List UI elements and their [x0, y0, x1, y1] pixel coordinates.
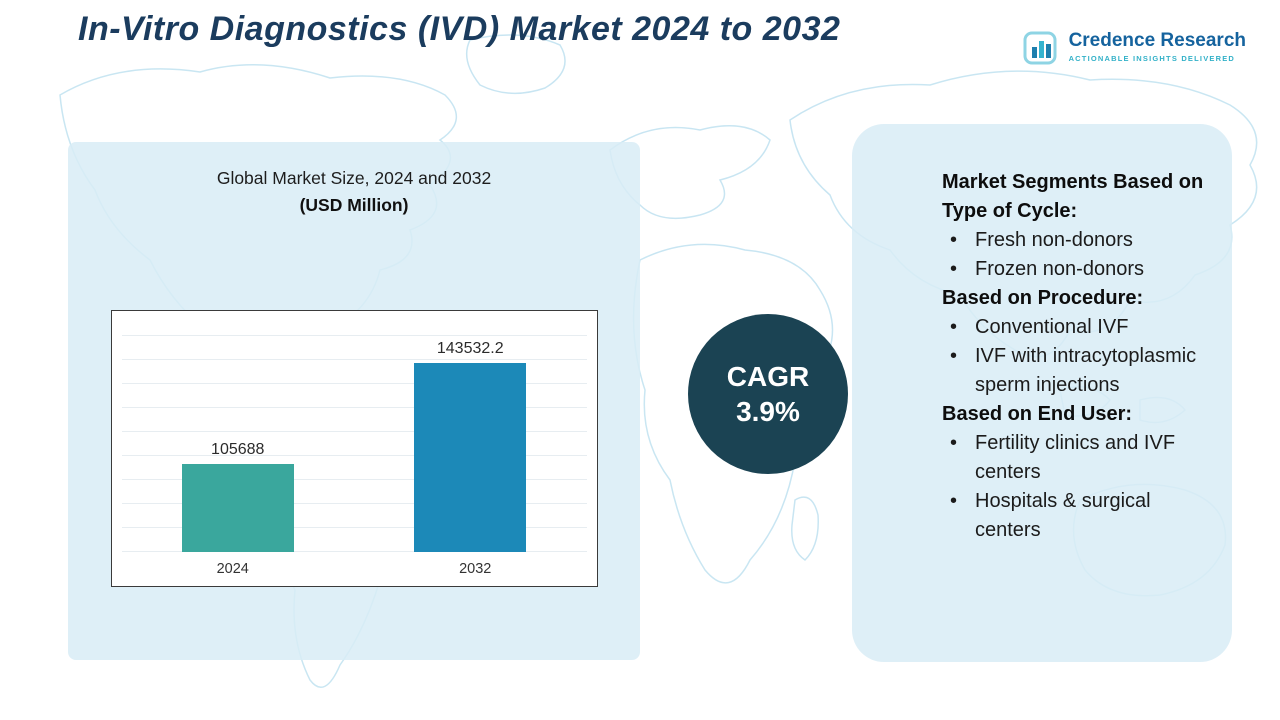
- bar-2024: [181, 464, 294, 552]
- bar-value-label: 143532.2: [436, 340, 504, 357]
- chart-title: Global Market Size, 2024 and 2032: [216, 168, 492, 188]
- cagr-badge: CAGR 3.9%: [656, 292, 872, 496]
- segment-item: Fresh non-donors: [942, 226, 1208, 255]
- logo-text: Credence Research Actionable Insights De…: [1069, 30, 1246, 63]
- chart-x-axis: 2024 2032: [112, 552, 597, 586]
- segment-item: Fertility clinics and IVF centers: [942, 429, 1208, 487]
- x-axis-label: 2032: [459, 561, 492, 577]
- bar-column: 143532.2: [414, 319, 527, 552]
- logo-chart-icon: [1023, 31, 1057, 65]
- bar-column: 105688: [181, 319, 294, 552]
- segment-heading: Based on End User:: [942, 403, 1133, 425]
- logo-name: Credence Research: [1068, 30, 1246, 51]
- segment-item: Hospitals & surgical centers: [942, 487, 1208, 545]
- chart-subtitle: (USD Million): [299, 195, 409, 215]
- segment-item: Conventional IVF: [942, 313, 1208, 342]
- segments-list: Market Segments Based on Type of Cycle:F…: [852, 124, 1232, 545]
- segment-items: Conventional IVFIVF with intracytoplasmi…: [942, 313, 1208, 400]
- segment-items: Fertility clinics and IVF centersHospita…: [942, 429, 1208, 545]
- cagr-value: 3.9%: [736, 396, 800, 427]
- cagr-circle: CAGR 3.9%: [688, 314, 848, 474]
- bar-chart: 105688 143532.2 2024 2032: [110, 310, 598, 587]
- segment-item: IVF with intracytoplasmic sperm injectio…: [942, 342, 1208, 400]
- logo-tagline: Actionable Insights Delivered: [1068, 54, 1236, 63]
- cagr-label: CAGR: [726, 361, 810, 392]
- bar-value-label: 105688: [211, 441, 265, 458]
- market-size-panel: Global Market Size, 2024 and 2032 (USD M…: [68, 142, 640, 660]
- chart-plot: 105688 143532.2: [121, 319, 587, 552]
- segment-heading: Market Segments Based on Type of Cycle:: [942, 171, 1204, 222]
- segment-heading: Based on Procedure:: [942, 287, 1144, 309]
- brand-logo: Credence Research Actionable Insights De…: [1022, 30, 1246, 68]
- segment-items: Fresh non-donorsFrozen non-donors: [942, 226, 1208, 284]
- page-title: In-Vitro Diagnostics (IVD) Market 2024 t…: [78, 10, 841, 48]
- x-axis-label: 2024: [216, 561, 249, 577]
- segment-item: Frozen non-donors: [942, 255, 1208, 284]
- bar-2032: [414, 363, 527, 552]
- segments-panel: Market Segments Based on Type of Cycle:F…: [852, 124, 1232, 662]
